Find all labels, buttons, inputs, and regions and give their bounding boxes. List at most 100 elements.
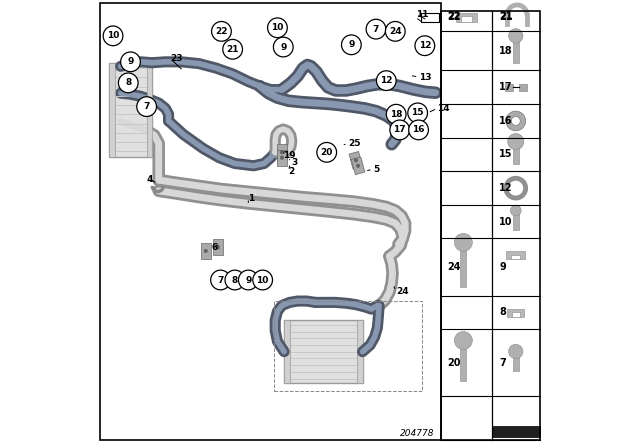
Circle shape xyxy=(317,142,337,162)
Text: 6: 6 xyxy=(212,243,218,252)
Circle shape xyxy=(225,270,244,290)
Bar xyxy=(511,254,520,259)
Bar xyxy=(100,3,441,440)
Polygon shape xyxy=(351,157,365,175)
Bar xyxy=(460,247,467,287)
Polygon shape xyxy=(213,239,223,255)
Text: 17: 17 xyxy=(499,82,513,92)
Circle shape xyxy=(390,120,410,140)
Circle shape xyxy=(415,36,435,56)
Circle shape xyxy=(137,97,157,116)
Bar xyxy=(284,320,289,383)
Circle shape xyxy=(273,37,293,57)
Circle shape xyxy=(223,39,243,59)
Bar xyxy=(284,320,362,383)
Text: 8: 8 xyxy=(125,78,131,87)
Circle shape xyxy=(211,270,230,290)
Circle shape xyxy=(280,156,284,159)
Text: 20: 20 xyxy=(448,358,461,368)
Polygon shape xyxy=(349,151,363,169)
Bar xyxy=(513,146,519,164)
Text: 21: 21 xyxy=(227,45,239,54)
Bar xyxy=(513,213,519,230)
Text: 24: 24 xyxy=(396,287,409,296)
Text: 22: 22 xyxy=(448,11,461,21)
Text: 9: 9 xyxy=(280,43,287,52)
Text: 24: 24 xyxy=(389,27,401,36)
Circle shape xyxy=(409,120,428,140)
Circle shape xyxy=(408,103,428,123)
Text: 8: 8 xyxy=(232,276,238,284)
Circle shape xyxy=(118,73,138,93)
Circle shape xyxy=(454,233,472,251)
Bar xyxy=(511,312,520,317)
Circle shape xyxy=(204,249,207,253)
Text: 24: 24 xyxy=(448,262,461,272)
Circle shape xyxy=(354,159,358,162)
Text: 9: 9 xyxy=(348,40,355,49)
Bar xyxy=(519,84,527,91)
Text: 15: 15 xyxy=(499,149,513,159)
Circle shape xyxy=(280,151,284,154)
Circle shape xyxy=(366,19,386,39)
Bar xyxy=(513,355,519,371)
Text: 19: 19 xyxy=(284,151,296,160)
Text: 10: 10 xyxy=(107,31,119,40)
Circle shape xyxy=(385,22,405,41)
Text: 20: 20 xyxy=(321,148,333,157)
Bar xyxy=(109,63,115,157)
Text: 3: 3 xyxy=(291,158,298,167)
Text: 11: 11 xyxy=(417,10,429,19)
Bar xyxy=(508,309,524,317)
Text: 9: 9 xyxy=(127,57,134,66)
Text: 16: 16 xyxy=(412,125,425,134)
Circle shape xyxy=(103,26,123,46)
Text: 14: 14 xyxy=(437,104,450,113)
Circle shape xyxy=(509,29,523,43)
Text: 13: 13 xyxy=(419,73,431,82)
Text: 204778: 204778 xyxy=(400,429,435,438)
Text: 2: 2 xyxy=(289,167,295,176)
Circle shape xyxy=(212,22,231,41)
Text: 7: 7 xyxy=(373,25,379,34)
Text: 18: 18 xyxy=(390,110,403,119)
Text: 23: 23 xyxy=(170,54,182,63)
Text: 4: 4 xyxy=(146,175,152,184)
Circle shape xyxy=(216,246,220,249)
Text: 15: 15 xyxy=(412,108,424,117)
Bar xyxy=(504,84,513,91)
Bar xyxy=(109,63,152,157)
Circle shape xyxy=(511,205,521,216)
Circle shape xyxy=(239,270,258,290)
Text: 10: 10 xyxy=(271,23,284,32)
Circle shape xyxy=(509,344,523,358)
Circle shape xyxy=(508,134,524,150)
Bar xyxy=(513,39,519,63)
Circle shape xyxy=(342,35,361,55)
Circle shape xyxy=(253,270,273,290)
Text: 16: 16 xyxy=(499,116,513,126)
Text: 9: 9 xyxy=(499,262,506,272)
Text: 9: 9 xyxy=(245,276,252,284)
Circle shape xyxy=(356,164,360,168)
Text: 1: 1 xyxy=(248,194,255,202)
Bar xyxy=(421,13,439,22)
Bar xyxy=(506,251,525,259)
Bar xyxy=(461,16,472,22)
Bar xyxy=(456,13,477,22)
Bar xyxy=(441,11,540,440)
Circle shape xyxy=(376,71,396,90)
Text: 5: 5 xyxy=(373,165,379,174)
Bar xyxy=(493,426,540,437)
Bar xyxy=(147,63,152,157)
Polygon shape xyxy=(277,145,287,160)
Text: 18: 18 xyxy=(499,46,513,56)
Text: 12: 12 xyxy=(419,41,431,50)
Text: 8: 8 xyxy=(499,307,506,318)
Circle shape xyxy=(511,116,520,125)
Text: 7: 7 xyxy=(499,358,506,368)
Circle shape xyxy=(387,104,406,124)
Bar xyxy=(275,301,422,391)
Text: 7: 7 xyxy=(143,102,150,111)
Polygon shape xyxy=(277,150,287,165)
